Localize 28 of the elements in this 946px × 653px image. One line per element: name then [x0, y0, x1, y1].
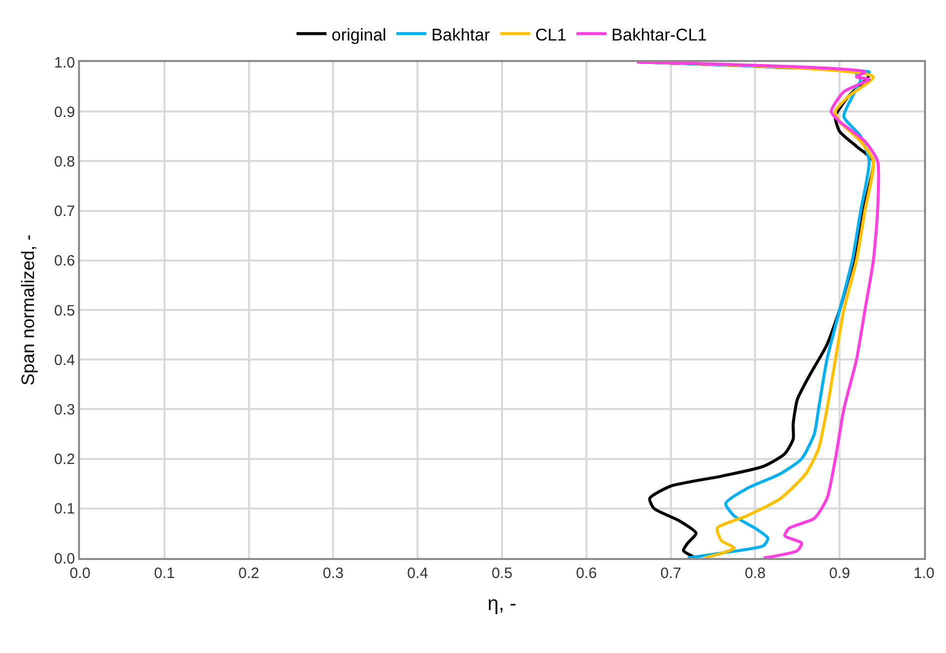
x-tick-label: 0.0 — [70, 565, 90, 582]
legend-label: Bakhtar — [431, 25, 490, 44]
x-tick-label: 0.2 — [238, 565, 260, 582]
x-tick-label: 0.8 — [744, 565, 766, 582]
y-tick-label: 0.0 — [54, 550, 75, 568]
y-tick-label: 0.6 — [54, 252, 75, 270]
y-tick-label: 0.1 — [54, 500, 75, 518]
y-tick-label: 0.4 — [54, 352, 75, 369]
y-tick-label: 0.2 — [54, 451, 75, 468]
y-tick-label: 0.7 — [54, 203, 75, 220]
x-tick-label: 0.3 — [322, 565, 344, 582]
y-axis-title: Span normalized, - — [18, 234, 38, 386]
y-tick-label: 0.3 — [54, 401, 75, 418]
x-axis-title: η, - — [488, 593, 516, 615]
x-tick-label: 0.9 — [829, 565, 850, 582]
y-tick-label: 0.9 — [54, 104, 75, 121]
y-tick-label: 0.8 — [54, 153, 75, 170]
x-tick-label: 1.0 — [914, 565, 934, 582]
x-tick-label: 0.7 — [660, 565, 682, 582]
legend-label: Bakhtar-CL1 — [611, 25, 707, 44]
legend-label: original — [332, 25, 386, 44]
y-tick-label: 1.0 — [54, 54, 75, 72]
x-tick-label: 0.1 — [154, 565, 175, 582]
x-tick-label: 0.6 — [576, 565, 597, 582]
legend-label: CL1 — [535, 25, 566, 44]
y-tick-label: 0.5 — [54, 302, 75, 320]
x-tick-label: 0.5 — [492, 565, 512, 582]
x-tick-label: 0.4 — [407, 565, 428, 582]
